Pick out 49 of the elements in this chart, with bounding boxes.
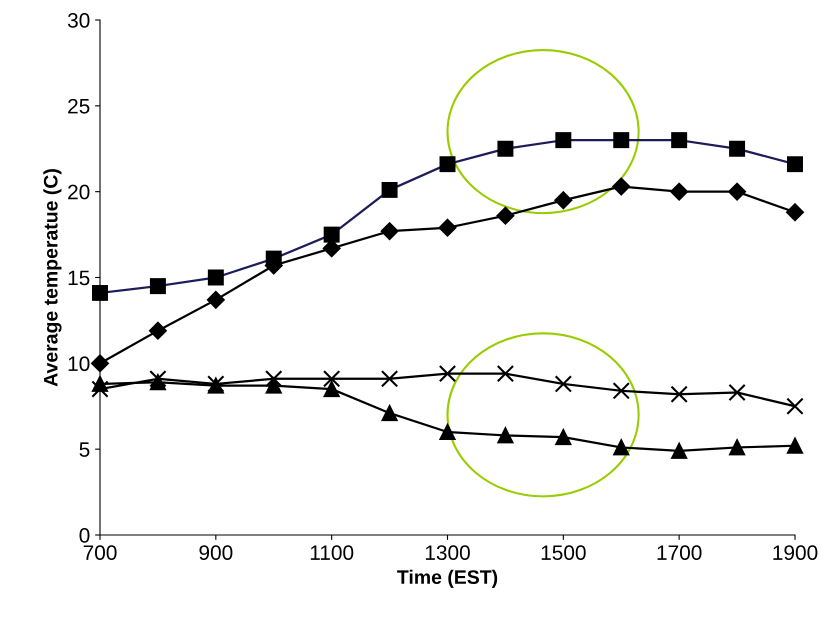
point	[322, 370, 340, 388]
point	[149, 322, 167, 340]
point	[206, 290, 225, 309]
y-tick-label: 20	[68, 184, 90, 200]
point	[670, 182, 688, 201]
point	[612, 178, 630, 196]
y-axis-title: Average temperatue (C)	[43, 169, 62, 386]
point	[91, 354, 109, 372]
y-tick-label: 25	[68, 98, 90, 114]
y-tick-label: 5	[80, 442, 90, 457]
point	[91, 380, 109, 398]
point	[266, 378, 282, 394]
point	[786, 203, 804, 222]
point	[554, 191, 572, 210]
x-tick-label: 700	[84, 545, 117, 560]
point	[324, 381, 340, 398]
x-tick-label: 1900	[773, 545, 818, 560]
point	[265, 370, 282, 388]
x-axis-title: Time (EST)	[397, 570, 498, 588]
point	[670, 386, 688, 403]
x-tick-label: 1300	[426, 545, 470, 560]
point	[671, 442, 688, 459]
point	[728, 384, 746, 402]
x-tick-label: 1700	[658, 545, 702, 560]
point	[787, 438, 803, 454]
point	[149, 370, 167, 388]
x-tick-label: 900	[199, 545, 232, 560]
point	[438, 364, 456, 382]
point	[380, 222, 398, 240]
point	[438, 218, 456, 237]
point	[729, 439, 746, 456]
point	[613, 439, 630, 456]
point	[496, 364, 514, 382]
point	[555, 429, 572, 446]
x-tick-label: 1500	[542, 545, 586, 560]
x-tick-label: 1100	[310, 545, 354, 560]
point	[728, 182, 746, 201]
y-tick-label: 15	[68, 270, 90, 286]
point	[612, 382, 630, 400]
point	[554, 375, 572, 393]
point	[380, 370, 398, 388]
point	[786, 398, 804, 415]
y-tick-label: 30	[68, 13, 90, 28]
y-tick-label: 0	[80, 528, 90, 543]
y-tick-label: 10	[68, 356, 90, 372]
point	[382, 405, 398, 422]
point	[497, 427, 514, 444]
point	[440, 424, 456, 440]
point	[496, 206, 514, 225]
